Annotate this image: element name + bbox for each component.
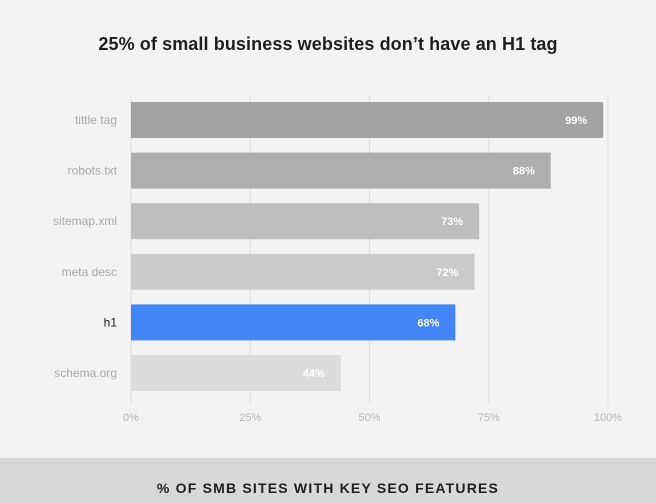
data-label: 73%	[441, 216, 463, 228]
category-label: tittle tag	[75, 113, 117, 127]
bar-chart: 0% 25% 50% 75% 100% tittle tag 99% robots.txt 88…	[53, 96, 622, 424]
data-label: 44%	[303, 368, 325, 380]
data-label: 68%	[417, 317, 439, 329]
category-label: h1	[104, 315, 118, 329]
bars	[131, 102, 604, 391]
x-tick-label: 75%	[478, 412, 500, 424]
x-tick-label: 25%	[239, 412, 261, 424]
category-label: schema.org	[54, 366, 117, 380]
x-tick-label: 50%	[358, 412, 380, 424]
data-label: 99%	[565, 115, 587, 127]
labels: 0% 25% 50% 75% 100% tittle tag 99% robots.txt 88…	[53, 113, 622, 424]
bar	[131, 203, 480, 240]
chart-title: 25% of small business websites don’t hav…	[98, 34, 558, 54]
bar	[131, 152, 551, 189]
bar	[131, 304, 456, 341]
x-tick-label: 0%	[123, 412, 139, 424]
data-label: 88%	[513, 166, 535, 178]
x-tick-label: 100%	[594, 412, 622, 424]
category-label: robots.txt	[68, 164, 118, 178]
footer-band	[0, 458, 656, 503]
data-label: 72%	[436, 267, 458, 279]
bar	[131, 355, 341, 391]
category-label: meta desc	[62, 265, 117, 279]
x-axis-label: % OF SMB SITES WITH KEY SEO FEATURES	[156, 480, 500, 496]
category-label: sitemap.xml	[53, 214, 117, 228]
gridlines	[130, 96, 609, 404]
bar	[131, 253, 475, 290]
bar	[131, 102, 604, 138]
